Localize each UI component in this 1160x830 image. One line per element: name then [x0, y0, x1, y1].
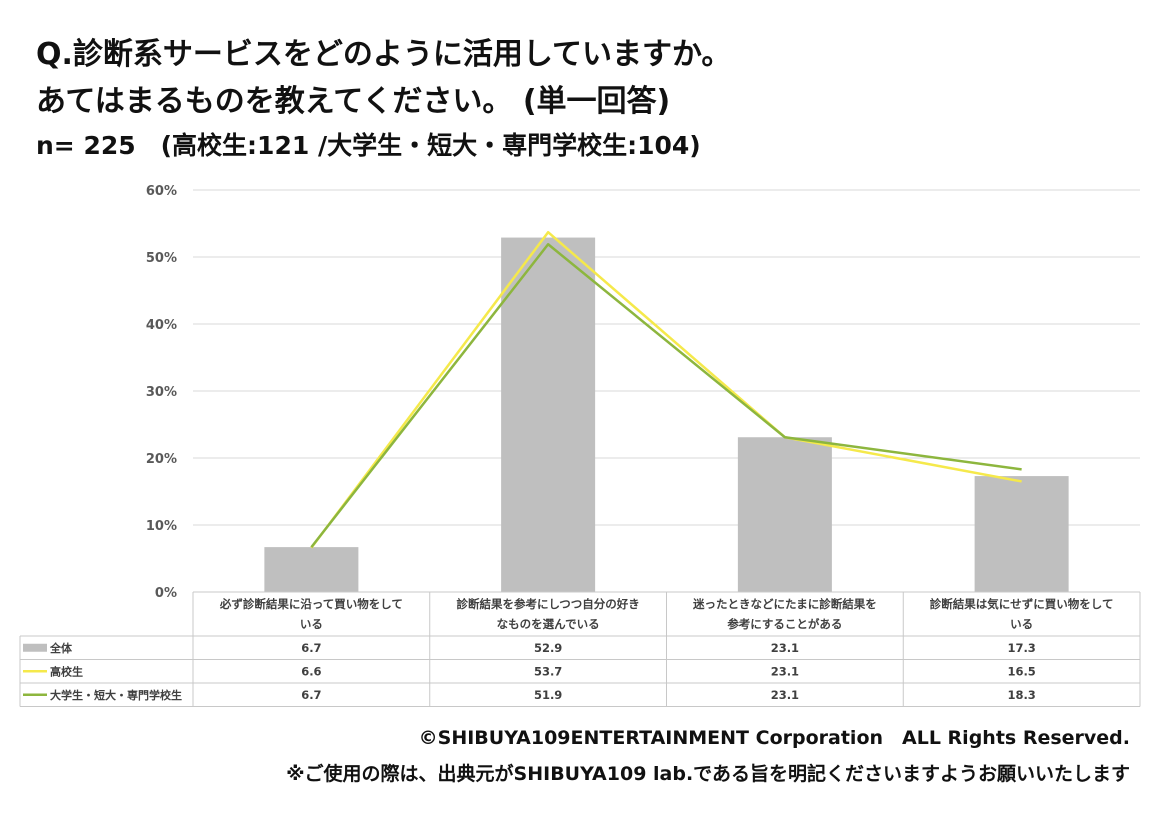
legend-label: 全体	[49, 641, 73, 655]
y-tick-label: 40%	[146, 318, 177, 333]
category-label: 迷ったときなどにたまに診断結果を	[692, 597, 877, 611]
data-label: 53.7	[534, 664, 562, 678]
data-label: 23.1	[771, 641, 799, 655]
bar	[737, 437, 832, 592]
category-label: 診断結果は気にせずに買い物をして	[930, 597, 1114, 611]
legend-label: 大学生・短大・専門学校生	[50, 688, 182, 702]
y-tick-label: 50%	[146, 251, 177, 266]
y-tick-label: 60%	[146, 184, 177, 199]
chart-title-line2: あてはまるものを教えてください。 (単一回答)	[36, 84, 671, 119]
chart-title-line1: Q.診断系サービスをどのように活用していますか。	[36, 37, 732, 72]
legend-label: 高校生	[50, 664, 83, 678]
data-label: 6.7	[301, 641, 321, 655]
category-label: 必ず診断結果に沿って買い物をして	[219, 597, 403, 611]
bar	[974, 476, 1069, 592]
data-label: 6.7	[301, 688, 321, 702]
data-label: 51.9	[534, 688, 562, 702]
data-label: 18.3	[1007, 688, 1035, 702]
series-line	[310, 243, 1022, 548]
y-tick-label: 20%	[146, 452, 177, 467]
bar	[264, 547, 359, 592]
y-tick-label: 0%	[155, 586, 177, 601]
category-label: 参考にすることがある	[726, 617, 842, 631]
legend-key	[23, 643, 47, 652]
y-tick-label: 30%	[146, 385, 177, 400]
copyright-text: ©SHIBUYA109ENTERTAINMENT Corporation ALL…	[418, 727, 1130, 749]
y-tick-label: 10%	[146, 519, 177, 534]
sample-size-label: n= 225 (高校生:121 /大学生・短大・専門学校生:104)	[36, 131, 701, 160]
data-label: 6.6	[301, 664, 321, 678]
series-line	[310, 230, 1022, 549]
data-label: 17.3	[1007, 641, 1035, 655]
data-label: 23.1	[771, 664, 799, 678]
data-label: 52.9	[534, 641, 562, 655]
category-label: なものを選んでいる	[497, 617, 600, 631]
data-label: 16.5	[1007, 664, 1035, 678]
category-label: 診断結果を参考にしつつ自分の好き	[456, 597, 639, 611]
data-label: 23.1	[771, 688, 799, 702]
usage-notice: ※ご使用の際は、出典元がSHIBUYA109 lab.である旨を明記くださいます…	[286, 763, 1130, 785]
bar	[501, 237, 596, 592]
category-label: いる	[300, 617, 323, 631]
category-label: いる	[1010, 617, 1033, 631]
